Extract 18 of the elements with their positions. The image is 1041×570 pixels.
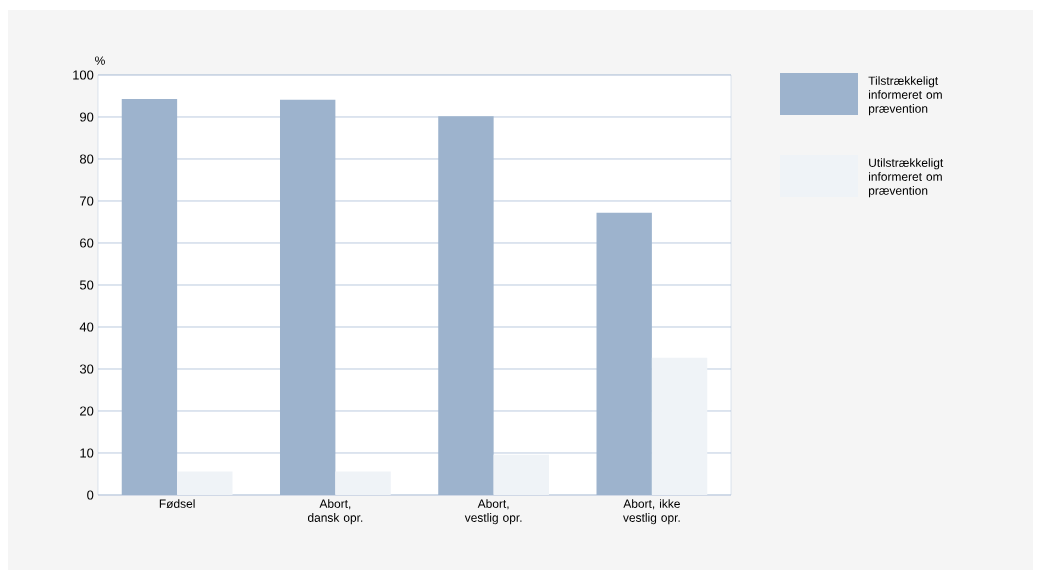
y-tick-label: 90 [80,112,94,122]
y-tick-label: 70 [80,196,94,206]
y-tick-label: 40 [79,322,94,332]
y-tick-label: 20 [80,406,94,416]
y-tick-label: 60 [80,238,94,248]
y-tick-label: 30 [79,364,94,374]
text: Tilstrækkeligt informeret om prævention [868,76,942,116]
y-tick-label: 100 [73,70,94,80]
x-tick-label: Abort, ikke vestlig opr. [623,499,680,525]
x-tick-label: Fødsel [159,499,195,509]
y-tick-label: 0 [87,490,94,500]
y-tick-label: 80 [79,154,94,164]
text: Utilstrækkeligt informeret om prævention [868,158,944,198]
x-tick-label: Abort, vestlig opr. [464,499,522,525]
x-tick-label: Abort, dansk opr. [307,499,363,525]
y-tick-label: 10 [80,448,94,458]
y-axis-title: % [95,56,105,65]
y-tick-label: 50 [79,280,94,290]
